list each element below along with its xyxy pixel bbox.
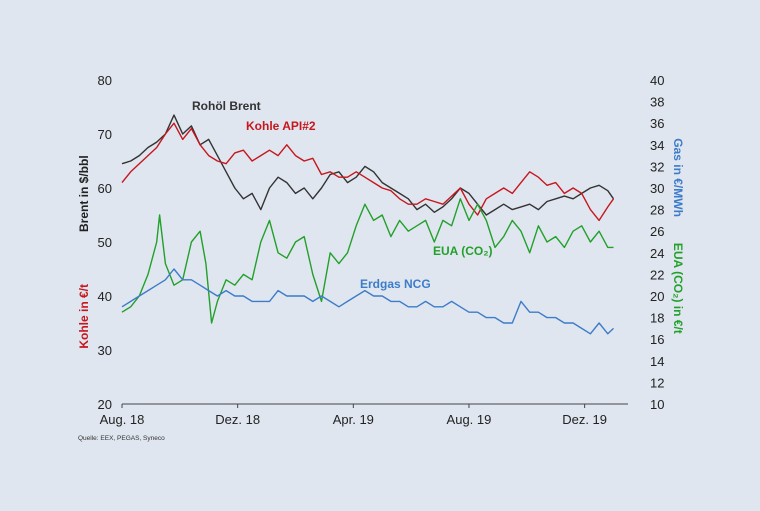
right-tick-label: 32 — [650, 159, 664, 174]
right-tick-label: 40 — [650, 73, 664, 88]
right-tick-label: 34 — [650, 138, 664, 153]
x-tick-label: Aug. 19 — [447, 412, 492, 427]
series-label: Erdgas NCG — [360, 277, 431, 291]
left-axis-title: Kohle in €/t Brent in $/bbl — [77, 155, 91, 348]
source-note: Quelle: EEX, PEGAS, Syneco — [78, 435, 165, 442]
left-tick-label: 20 — [98, 397, 112, 412]
x-tick-label: Dez. 19 — [562, 412, 607, 427]
right-tick-label: 16 — [650, 332, 664, 347]
right-tick-label: 28 — [650, 203, 664, 218]
right-tick-label: 14 — [650, 354, 664, 369]
right-tick-label: 12 — [650, 375, 664, 390]
right-tick-label: 30 — [650, 181, 664, 196]
x-tick-label: Dez. 18 — [215, 412, 260, 427]
right-axis-title-gas: Gas in €/MWh — [671, 138, 685, 217]
right-axis-title-eua: EUA (CO₂) in €/t — [671, 243, 685, 334]
right-axis-title: Gas in €/MWh EUA (CO₂) in €/t — [671, 138, 685, 334]
series-line-roh-l-brent — [121, 114, 615, 216]
series-label: Kohle API#2 — [246, 119, 316, 133]
series-line-eua-co — [121, 198, 614, 324]
left-axis-title-coal: Kohle in €/t — [77, 284, 91, 349]
right-tick-label: 22 — [650, 267, 664, 282]
right-tick-label: 10 — [650, 397, 664, 412]
series-label: EUA (CO₂) — [433, 244, 493, 258]
right-tick-label: 18 — [650, 311, 664, 326]
right-tick-label: 20 — [650, 289, 664, 304]
left-tick-label: 60 — [98, 181, 112, 196]
left-axis-title-brent: Brent in $/bbl — [77, 155, 91, 232]
left-tick-label: 50 — [98, 235, 112, 250]
left-tick-label: 40 — [98, 289, 112, 304]
series-label: Rohöl Brent — [192, 99, 261, 113]
x-tick-label: Aug. 18 — [100, 412, 145, 427]
left-tick-label: 80 — [98, 73, 112, 88]
right-tick-label: 36 — [650, 116, 664, 131]
right-tick-label: 24 — [650, 246, 664, 261]
right-tick-label: 38 — [650, 95, 664, 110]
left-tick-label: 70 — [98, 127, 112, 142]
left-tick-label: 30 — [98, 343, 112, 358]
x-tick-label: Apr. 19 — [333, 412, 374, 427]
series-line-kohle-api-2 — [121, 122, 615, 222]
right-tick-label: 26 — [650, 224, 664, 239]
series-line-erdgas-ncg — [121, 268, 614, 335]
